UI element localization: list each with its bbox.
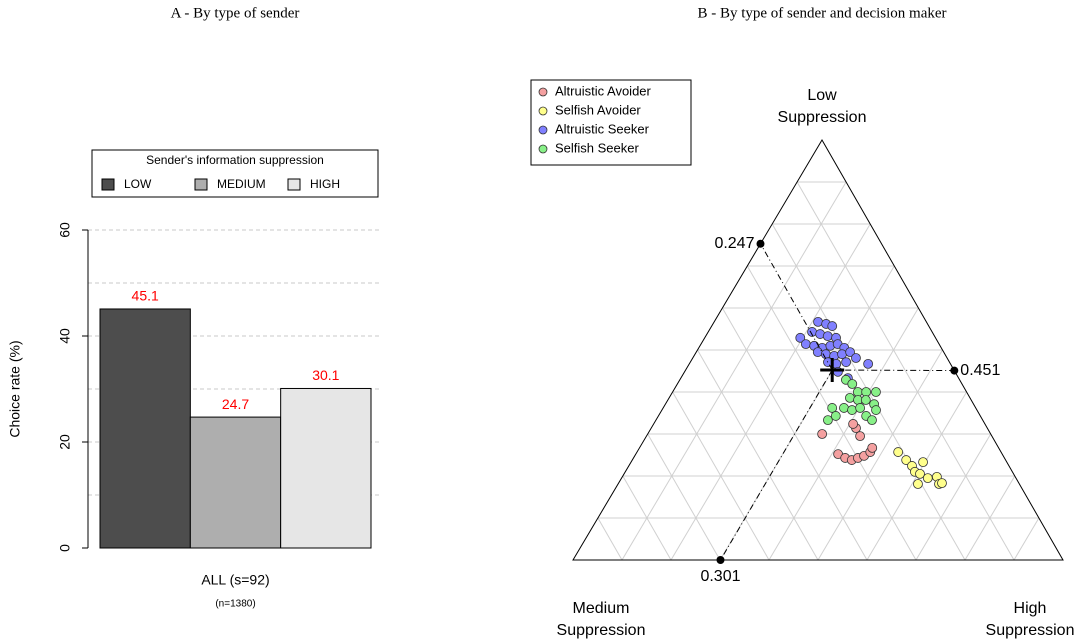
grid-line (796, 181, 1015, 561)
grid-line (915, 433, 992, 561)
vertex-label: Suppression (778, 109, 867, 126)
data-point (847, 379, 858, 389)
vertex-label: Suppression (557, 622, 646, 639)
data-point (922, 473, 933, 484)
data-point (855, 431, 865, 442)
data-point (847, 405, 857, 415)
vertex-label: Suppression (986, 622, 1075, 639)
panel-a-title: A - By type of sender (171, 5, 300, 21)
mean-edge-point (716, 556, 725, 564)
data-point (839, 403, 849, 413)
vertex-label: Low (807, 87, 837, 104)
legend-swatch (194, 178, 208, 191)
data-point (837, 349, 847, 360)
mean-edge-point (756, 239, 765, 248)
panel-b-title: B - By type of sender and decision maker (697, 5, 946, 21)
legend-title: Sender's information suppression (146, 153, 324, 167)
y-tick-label: 60 (57, 222, 73, 238)
data-point (901, 455, 912, 465)
mean-label: 0.451 (960, 362, 1000, 379)
data-point (813, 316, 823, 327)
data-point (893, 447, 904, 457)
data-point (812, 347, 823, 358)
data-point (855, 403, 866, 413)
mean-guide (832, 369, 955, 372)
grid-line (964, 475, 1016, 561)
data-point (867, 442, 878, 453)
data-point (860, 395, 871, 405)
data-point (845, 347, 856, 358)
grid-line (672, 391, 770, 561)
triangle-frame (572, 139, 1064, 561)
legend-label: Selfish Seeker (555, 140, 639, 155)
value-label: 24.7 (222, 396, 249, 412)
data-point (795, 332, 806, 343)
grid-line (719, 265, 895, 561)
legend-swatch (287, 178, 301, 191)
y-tick-label: 0 (57, 544, 73, 552)
data-point (851, 353, 861, 363)
data-point (863, 358, 874, 369)
category-note: (n=1380) (215, 599, 255, 610)
mean-guide (760, 243, 833, 371)
data-point (841, 357, 851, 368)
legend-marker (538, 106, 548, 116)
data-point (848, 419, 859, 429)
bar (280, 387, 372, 549)
data-point (913, 479, 923, 489)
data-point (830, 411, 841, 421)
y-tick-label: 20 (57, 434, 73, 450)
grid-line (817, 349, 943, 561)
data-point (915, 468, 925, 479)
mean-label: 0.301 (700, 568, 740, 585)
legend-marker (538, 125, 548, 135)
data-point (827, 403, 838, 413)
data-point (800, 339, 811, 350)
data-point (822, 331, 833, 342)
legend-box (91, 149, 379, 198)
data-point (823, 415, 833, 426)
legend-label: Selfish Avoider (555, 102, 641, 117)
legend-label: Altruistic Avoider (555, 83, 652, 98)
vertex-label: Medium (573, 600, 630, 617)
data-point (845, 392, 855, 403)
mean-edge-point (950, 366, 959, 375)
data-point (867, 415, 877, 426)
legend-marker (538, 144, 548, 154)
grid-line (746, 265, 917, 561)
bar (189, 416, 282, 549)
data-point (817, 429, 828, 439)
legend-label: HIGH (310, 177, 340, 191)
legend-swatch (101, 178, 115, 191)
legend-label: MEDIUM (217, 177, 266, 191)
data-point (937, 478, 947, 489)
legend-label: LOW (124, 177, 152, 191)
legend-label: Altruistic Seeker (555, 121, 650, 136)
data-point (871, 405, 881, 415)
legend-box (530, 79, 692, 166)
legend-marker (538, 87, 548, 97)
mean-label: 0.247 (714, 235, 754, 252)
y-axis-label: Choice rate (%) (7, 340, 23, 437)
mean-marker (820, 358, 845, 383)
grid-line (622, 475, 672, 561)
data-point (827, 321, 838, 331)
grid-line (621, 181, 847, 561)
vertex-label: High (1014, 600, 1047, 617)
grid-line (1013, 517, 1040, 561)
x-tick-label: ALL (s=92) (201, 572, 269, 588)
grid-line (597, 517, 623, 561)
data-point (871, 387, 881, 397)
value-label: 30.1 (312, 367, 339, 383)
bar (99, 308, 191, 549)
value-label: 45.1 (132, 288, 159, 304)
y-tick-label: 40 (57, 328, 73, 344)
grid-line (697, 349, 819, 561)
data-point (918, 457, 928, 468)
grid-line (647, 433, 721, 561)
mean-guide (720, 369, 833, 561)
